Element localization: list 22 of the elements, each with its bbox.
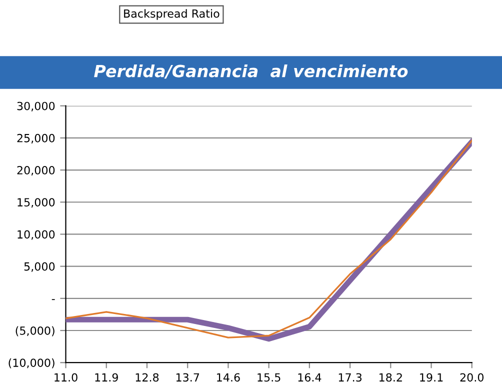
x-tick-label: 17.3 (338, 373, 362, 382)
x-tick-label: 13.7 (176, 373, 200, 382)
y-tick-label: 5,000 (24, 262, 55, 272)
y-tick-label: - (52, 299, 55, 300)
y-tick-label: 30,000 (17, 102, 55, 112)
x-tick-label: 18.2 (380, 373, 402, 382)
x-tick-label: 11.0 (54, 373, 78, 382)
y-tick-label: (10,000) (8, 358, 54, 368)
y-tick-label: (5,000) (16, 326, 54, 336)
x-tick-label: 14.6 (217, 373, 240, 382)
chart-title: Perdida/Ganancia al vencimiento (94, 64, 408, 79)
y-tick-label: 10,000 (18, 230, 55, 240)
x-tick-label: 12.8 (136, 373, 159, 382)
x-tick-label: 19.1 (420, 373, 443, 382)
text: Backspread Ratio (124, 9, 220, 20)
x-tick-label: 16.4 (298, 373, 322, 382)
x-tick-label: 15.5 (258, 373, 280, 382)
y-tick-label: 15,000 (18, 198, 55, 208)
y-tick-label: 25,000 (17, 134, 55, 144)
x-tick-label: 11.9 (95, 373, 118, 382)
x-tick-label: 20.0 (460, 373, 484, 382)
y-tick-label: 20,000 (17, 166, 55, 176)
